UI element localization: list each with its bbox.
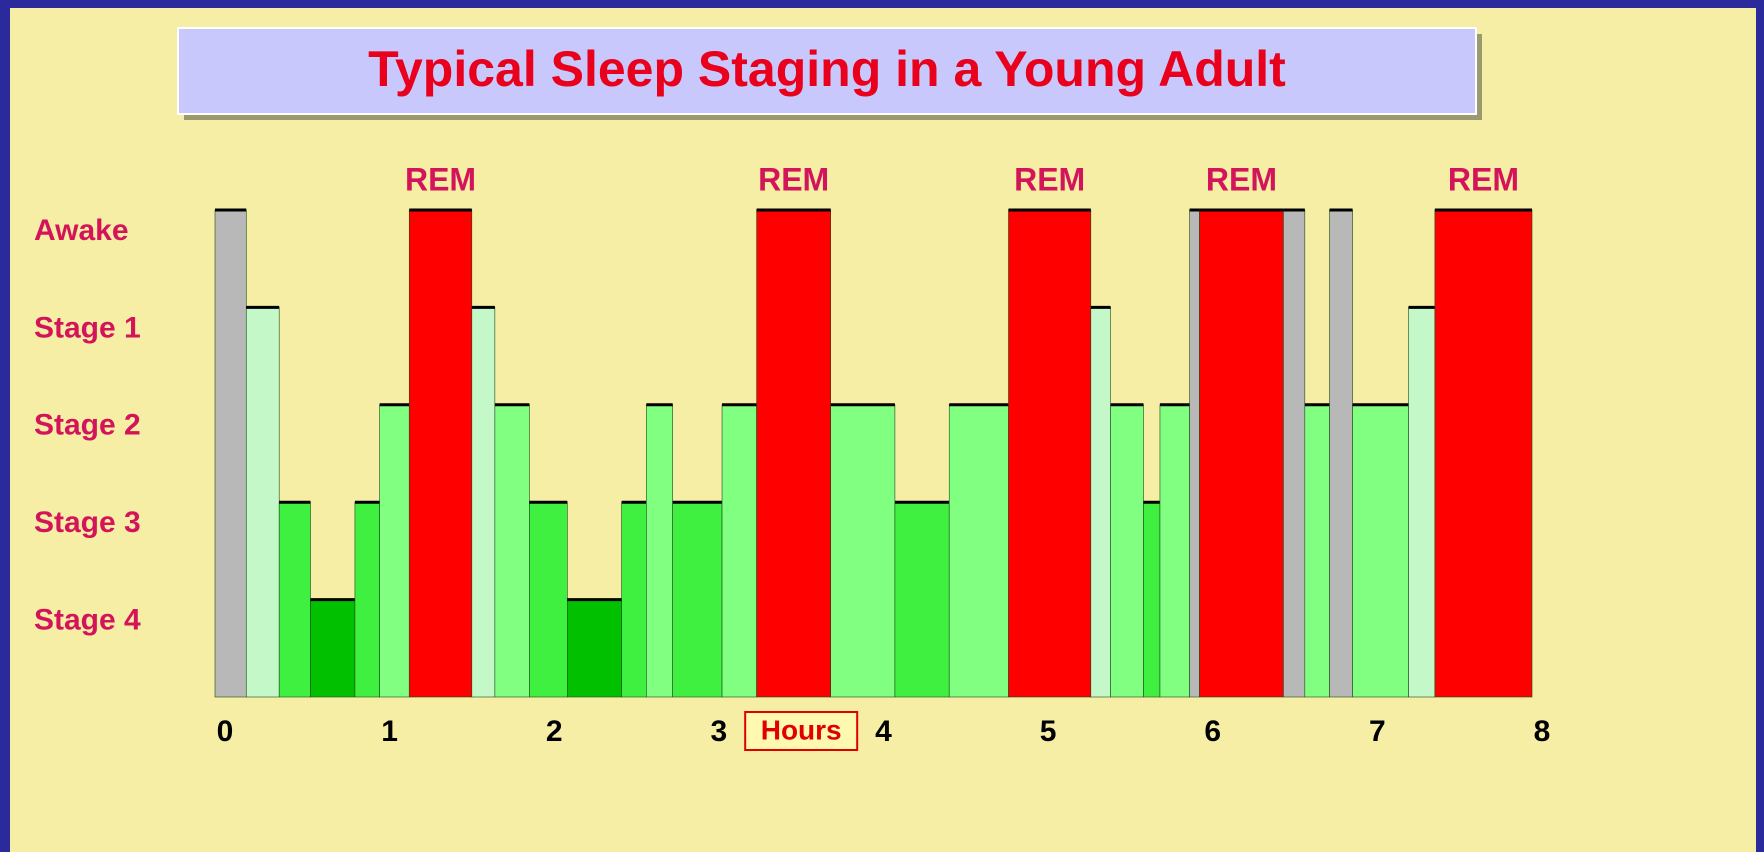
x-tick-label: 1 [381, 715, 398, 748]
y-tick-label: Stage 4 [34, 604, 141, 637]
bar [379, 404, 410, 698]
y-tick-label: Awake [34, 214, 129, 247]
bar-label: REM [1206, 161, 1277, 197]
x-tick-label: 4 [875, 715, 892, 748]
bar-label: REM [758, 161, 829, 197]
bar [214, 209, 247, 698]
bar-label: REM [1014, 161, 1085, 197]
bar-label: REM [405, 161, 476, 197]
bar [310, 599, 356, 698]
bar [1434, 209, 1533, 698]
y-tick-label: Stage 3 [34, 506, 141, 539]
bar [894, 501, 950, 698]
x-tick-label: 3 [711, 715, 728, 748]
bar [1283, 209, 1306, 698]
bar [672, 501, 723, 698]
bar [721, 404, 757, 698]
x-tick-label: 8 [1534, 715, 1551, 748]
bar [1199, 209, 1284, 698]
x-tick-label: 0 [217, 715, 234, 748]
bar [621, 501, 647, 698]
x-label-box [744, 711, 859, 751]
bar [1189, 209, 1200, 698]
bar [494, 404, 530, 698]
bar [948, 404, 1009, 698]
bar [566, 599, 622, 698]
bar [1352, 404, 1409, 698]
bar [1159, 404, 1190, 698]
x-tick-label: 6 [1204, 715, 1221, 748]
bar [471, 307, 496, 698]
bar [408, 209, 473, 698]
y-tick-label: Stage 1 [34, 311, 141, 344]
bar [1304, 404, 1330, 698]
bar [354, 501, 380, 698]
bar [1110, 404, 1144, 698]
bar [245, 307, 280, 698]
bar [1090, 307, 1111, 698]
bar [646, 404, 673, 698]
bar [278, 501, 311, 698]
bar [1329, 209, 1353, 698]
x-tick-label: 5 [1040, 715, 1057, 748]
bar [1408, 307, 1436, 698]
title-box [177, 27, 1477, 115]
x-tick-label: 7 [1369, 715, 1386, 748]
bar [756, 209, 831, 698]
x-tick-label: 2 [546, 715, 563, 748]
x-axis-label: Hours [761, 714, 842, 745]
bar [1143, 501, 1161, 698]
bar [830, 404, 896, 698]
chart-title: Typical Sleep Staging in a Young Adult [368, 41, 1286, 97]
bar [529, 501, 568, 698]
bar [1008, 209, 1092, 698]
y-tick-label: Stage 2 [34, 409, 141, 442]
bar-label: REM [1448, 161, 1519, 197]
